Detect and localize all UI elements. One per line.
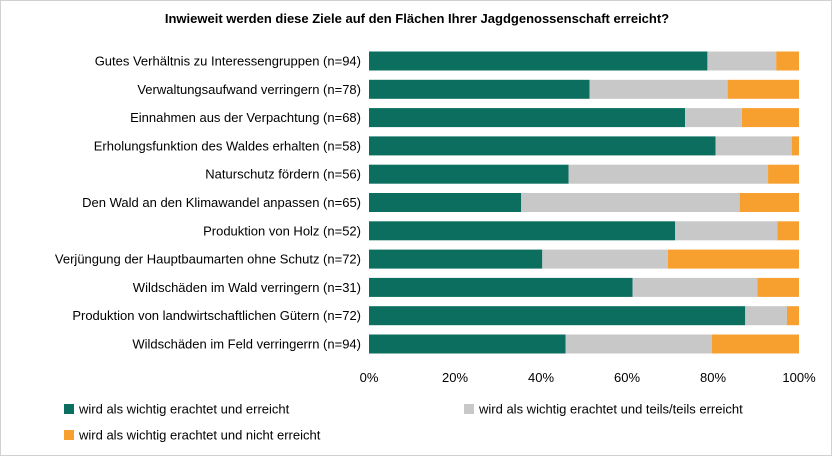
bar-segment-series-2 — [745, 306, 787, 326]
bar-segment-series-2 — [565, 334, 712, 354]
bar-segment-series-3 — [741, 108, 799, 128]
bar-segment-series-2 — [521, 193, 740, 212]
bar-segment-series-1 — [369, 136, 716, 156]
legend-swatch — [64, 430, 74, 440]
bar-segment-series-1 — [369, 193, 522, 212]
legend-label: wird als wichtig erachtet und nicht erre… — [78, 428, 321, 443]
bar-segment-series-2 — [589, 79, 728, 99]
bar-segment-series-2 — [568, 164, 769, 184]
x-tick-label: 20% — [442, 370, 468, 385]
bar-segment-series-1 — [369, 51, 708, 71]
bar-segment-series-3 — [768, 164, 799, 184]
x-tick-label: 40% — [528, 370, 554, 385]
bar-segment-series-3 — [739, 193, 799, 212]
chart-title: Inwieweit werden diese Ziele auf den Flä… — [165, 11, 669, 26]
category-label: Einnahmen aus der Verpachtung (n=68) — [130, 110, 361, 125]
legend-label: wird als wichtig erachtet und teils/teil… — [478, 402, 743, 417]
bar-segment-series-2 — [632, 277, 758, 297]
x-tick-label: 60% — [614, 370, 640, 385]
category-label: Verjüngung der Hauptbaumarten ohne Schut… — [55, 252, 361, 267]
category-label: Verwaltungsaufwand verringern (n=78) — [137, 82, 361, 97]
bar-segment-series-1 — [369, 221, 676, 241]
x-tick-label: 80% — [700, 370, 726, 385]
bar-segment-series-2 — [675, 221, 778, 241]
bar-segment-series-3 — [667, 249, 799, 269]
bar-segment-series-3 — [757, 277, 799, 297]
category-label: Wildschäden im Feld verringerrn (n=94) — [132, 337, 361, 352]
x-axis: 0% 20% 40% 60% 80% 100% — [360, 370, 816, 385]
x-tick-label: 0% — [360, 370, 379, 385]
bar-segment-series-3 — [777, 221, 799, 241]
bar-segment-series-3 — [776, 51, 799, 71]
category-labels: Gutes Verhältnis zu Interessengruppen (n… — [55, 54, 361, 352]
legend-label: wird als wichtig erachtet und erreicht — [78, 402, 290, 417]
bar-segment-series-2 — [685, 108, 742, 128]
bar-segment-series-1 — [369, 108, 686, 128]
bar-segment-series-1 — [369, 334, 566, 354]
category-label: Erholungsfunktion des Waldes erhalten (n… — [94, 138, 361, 153]
legend-swatch — [464, 404, 474, 414]
category-label: Wildschäden im Wald verringern (n=31) — [133, 280, 361, 295]
legend: wird als wichtig erachtet und erreicht wi… — [64, 402, 743, 443]
category-label: Produktion von Holz (n=52) — [203, 223, 361, 238]
bar-segment-series-1 — [369, 164, 569, 184]
bar-segment-series-3 — [727, 79, 799, 99]
x-tick-label: 100% — [782, 370, 816, 385]
bar-segment-series-3 — [786, 306, 799, 326]
bars-group — [369, 51, 799, 354]
bar-segment-series-2 — [707, 51, 777, 71]
category-label: Produktion von landwirtschaftlichen Güte… — [72, 308, 361, 323]
bar-segment-series-1 — [369, 79, 590, 99]
legend-swatch — [64, 404, 74, 414]
bar-segment-series-3 — [791, 136, 799, 156]
bar-segment-series-1 — [369, 306, 746, 326]
category-label: Naturschutz fördern (n=56) — [205, 167, 361, 182]
category-label: Gutes Verhältnis zu Interessengruppen (n… — [95, 54, 361, 69]
bar-segment-series-1 — [369, 249, 543, 269]
bar-segment-series-2 — [715, 136, 792, 156]
bar-segment-series-2 — [542, 249, 668, 269]
bar-segment-series-3 — [711, 334, 799, 354]
category-label: Den Wald an den Klimawandel anpassen (n=… — [82, 195, 361, 210]
bar-segment-series-1 — [369, 277, 633, 297]
